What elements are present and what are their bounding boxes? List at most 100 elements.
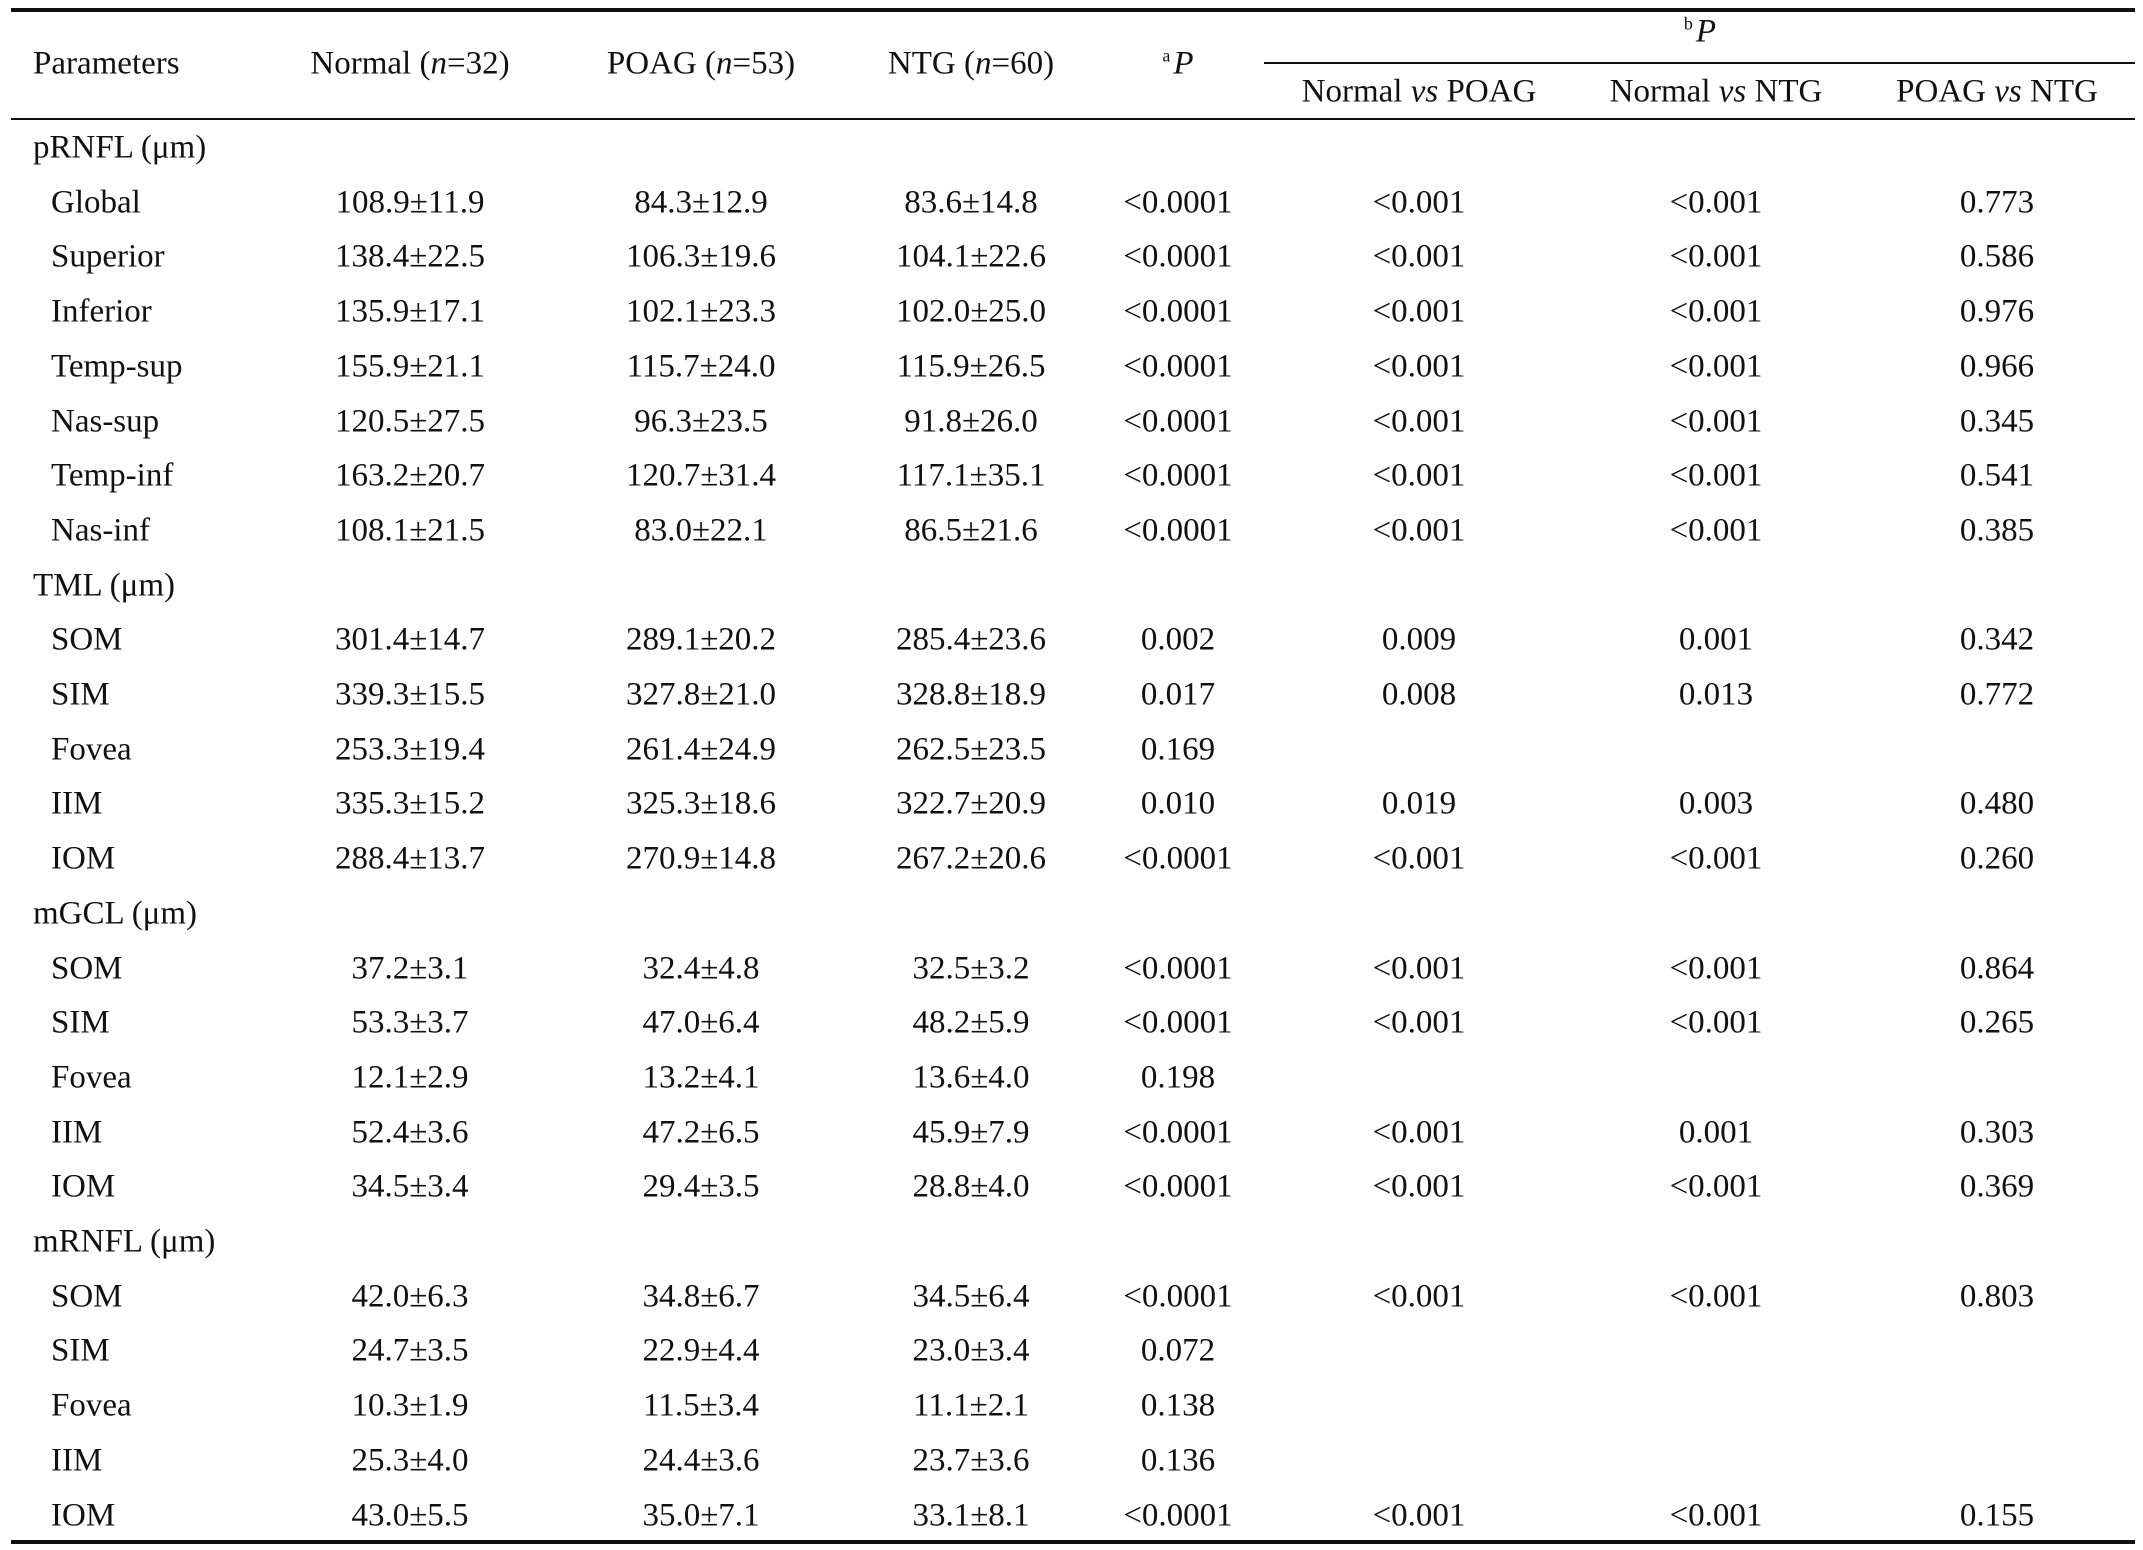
cell: <0.001 <box>1372 348 1466 385</box>
cell: 120.7±31.4 <box>625 457 777 494</box>
row-label: IIM <box>51 1114 103 1151</box>
cell: 0.369 <box>1959 1168 2035 1205</box>
cell: <0.001 <box>1372 184 1466 221</box>
cell: 106.3±19.6 <box>625 238 777 275</box>
cell: 10.3±1.9 <box>351 1387 469 1424</box>
group-title: pRNFL (μm) <box>33 129 207 166</box>
cell: 285.4±23.6 <box>895 621 1047 658</box>
cell: 48.2±5.9 <box>912 1004 1030 1041</box>
column-header: Normal (n=32) <box>310 46 509 83</box>
cell: 104.1±22.6 <box>895 238 1047 275</box>
row-label: Nas-inf <box>51 512 150 549</box>
row-label: SOM <box>51 621 123 658</box>
cell: 117.1±35.1 <box>896 457 1046 494</box>
header-text-part: Normal ( <box>310 45 431 82</box>
cell: 45.9±7.9 <box>912 1114 1030 1151</box>
cell: 34.8±6.7 <box>642 1278 760 1315</box>
cell: 261.4±24.9 <box>625 731 777 768</box>
cell: <0.001 <box>1669 403 1763 439</box>
cell: <0.001 <box>1372 840 1466 877</box>
row-label: Fovea <box>51 1059 132 1096</box>
cell: 253.3±19.4 <box>334 731 486 768</box>
cell: 0.586 <box>1959 238 2035 275</box>
cell: 102.1±23.3 <box>625 293 777 330</box>
cell: <0.0001 <box>1123 1114 1233 1151</box>
cell: 37.2±3.1 <box>351 950 469 986</box>
cell: 84.3±12.9 <box>634 184 768 221</box>
cell: 262.5±23.5 <box>895 731 1047 768</box>
cell: 11.5±3.4 <box>643 1387 759 1424</box>
cell: 288.4±13.7 <box>334 840 486 877</box>
cell: 0.017 <box>1140 676 1216 713</box>
cell: 289.1±20.2 <box>625 621 777 658</box>
cell: <0.001 <box>1669 184 1763 221</box>
header-text-part: POAG ( <box>606 45 716 82</box>
cell: 23.0±3.4 <box>912 1332 1030 1369</box>
cell: <0.0001 <box>1123 457 1233 494</box>
cell: 108.9±11.9 <box>335 184 485 221</box>
cell: 0.003 <box>1678 785 1754 822</box>
header-text-part: a <box>1162 45 1171 66</box>
cell: 43.0±5.5 <box>351 1497 469 1533</box>
cell: 0.773 <box>1959 184 2035 221</box>
cell: 83.6±14.8 <box>904 184 1038 221</box>
cell: 96.3±23.5 <box>634 403 768 439</box>
cell: 13.6±4.0 <box>912 1059 1030 1096</box>
header-text-part: POAG <box>1896 73 1995 110</box>
header-text-part: vs <box>1718 73 1747 110</box>
cell: 12.1±2.9 <box>351 1059 469 1096</box>
sub-header: Normal vs POAG <box>1302 74 1537 111</box>
cell: <0.0001 <box>1123 184 1233 221</box>
row-label: IIM <box>51 785 103 822</box>
cell: 0.541 <box>1959 457 2035 494</box>
cell: 33.1±8.1 <box>912 1497 1030 1533</box>
cell: 0.001 <box>1678 621 1754 658</box>
cell: <0.0001 <box>1123 293 1233 330</box>
cell: 325.3±18.6 <box>625 785 777 822</box>
cell: 0.138 <box>1140 1387 1216 1424</box>
group-title: TML (μm) <box>33 567 176 604</box>
cell: 0.072 <box>1140 1332 1216 1369</box>
cell: <0.001 <box>1669 1004 1763 1041</box>
cell: <0.0001 <box>1123 348 1233 385</box>
cell: 0.019 <box>1381 785 1457 822</box>
cell: 0.260 <box>1959 840 2035 877</box>
cell: <0.001 <box>1372 1114 1466 1151</box>
cell: 0.010 <box>1140 785 1216 822</box>
cell: 270.9±14.8 <box>625 840 777 877</box>
cell: <0.0001 <box>1123 840 1233 877</box>
cell: <0.0001 <box>1123 1004 1233 1041</box>
cell: 0.803 <box>1959 1278 2035 1315</box>
cell: <0.001 <box>1372 1497 1466 1533</box>
row-label: Nas-sup <box>51 403 160 439</box>
header-text-part: Normal <box>1301 73 1411 110</box>
row-label: Superior <box>51 238 165 275</box>
row-label: Fovea <box>51 1387 132 1424</box>
header-text-part: Parameters <box>33 45 180 82</box>
cell: 32.5±3.2 <box>912 950 1030 986</box>
cell: <0.001 <box>1669 950 1763 986</box>
column-header: POAG (n=53) <box>607 46 795 83</box>
cell: 0.009 <box>1381 621 1457 658</box>
cell: <0.001 <box>1669 1168 1763 1205</box>
cell: 0.265 <box>1959 1004 2035 1041</box>
cell: 0.136 <box>1140 1442 1216 1479</box>
sub-header: POAG vs NTG <box>1896 74 2098 111</box>
cell: 0.342 <box>1959 621 2035 658</box>
cell: 11.1±2.1 <box>913 1387 1029 1424</box>
row-label: Global <box>51 184 141 221</box>
header-text-part: Normal <box>1609 73 1719 110</box>
cell: 0.966 <box>1959 348 2035 385</box>
cell: 23.7±3.6 <box>912 1442 1030 1479</box>
group-title: mGCL (μm) <box>33 895 198 932</box>
cell: 0.303 <box>1959 1114 2035 1151</box>
cell: 0.008 <box>1381 676 1457 713</box>
cell: 155.9±21.1 <box>334 348 486 385</box>
cell: 25.3±4.0 <box>351 1442 469 1479</box>
cell: 0.976 <box>1959 293 2035 330</box>
cell: 53.3±3.7 <box>351 1004 469 1041</box>
header-text-part: =32) <box>446 45 510 82</box>
cell: 267.2±20.6 <box>895 840 1047 877</box>
cell: 108.1±21.5 <box>334 512 486 549</box>
header-text-part: NTG <box>1746 73 1823 110</box>
